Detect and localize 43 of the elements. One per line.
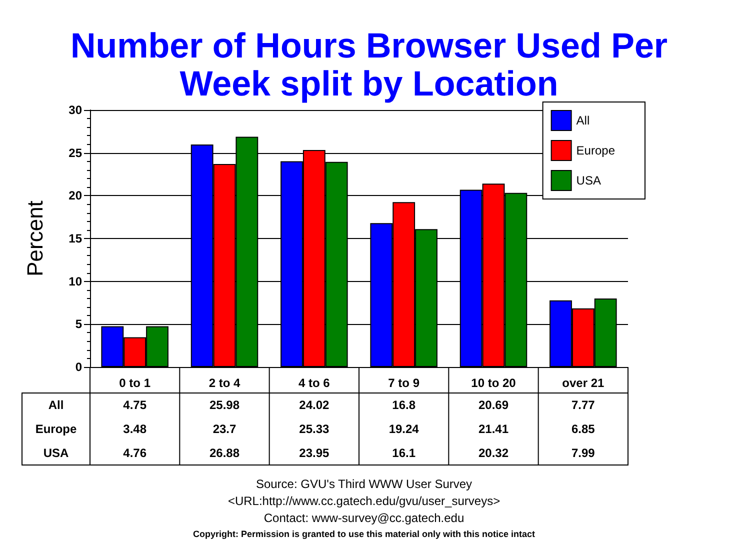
legend-label: All bbox=[576, 114, 590, 128]
text: Europe bbox=[35, 422, 77, 436]
data-label: 26.88 bbox=[209, 446, 240, 460]
y-tick-label: 15 bbox=[68, 232, 82, 246]
text: All bbox=[48, 398, 64, 412]
data-label: 16.1 bbox=[392, 446, 416, 460]
text: <URL:http://www.cc.gatech.edu/gvu/user_surveys> bbox=[228, 494, 500, 508]
y-tick-label: 25 bbox=[68, 146, 82, 160]
data-label: 24.02 bbox=[299, 398, 330, 412]
data-label: 4.76 bbox=[123, 446, 147, 460]
x-tick-label: 2 to 4 bbox=[208, 376, 240, 390]
data-label: 20.69 bbox=[478, 398, 509, 412]
data-label: 7.77 bbox=[571, 398, 596, 412]
x-tick-label: 4 to 6 bbox=[298, 376, 330, 390]
x-tick-label: 0 to 1 bbox=[119, 376, 151, 390]
y-tick-label: 20 bbox=[68, 188, 82, 203]
data-label: 25.33 bbox=[299, 422, 330, 436]
chart-title: Number of Hours Browser Used Per Week split by Location bbox=[70, 26, 668, 104]
data-label: 23.95 bbox=[299, 446, 330, 460]
y-tick-label: 10 bbox=[68, 274, 82, 288]
y-tick-label: 30 bbox=[68, 103, 82, 117]
text: Contact: www-survey@cc.gatech.edu bbox=[264, 511, 464, 525]
x-tick-label: 7 to 9 bbox=[388, 376, 420, 390]
data-label: 20.32 bbox=[478, 446, 509, 460]
text: Copyright: Permission is granted to use this material only with this notice intact bbox=[192, 529, 536, 539]
data-label: 25.98 bbox=[209, 398, 240, 412]
data-label: 3.48 bbox=[123, 422, 147, 436]
x-tick-label: 10 to 20 bbox=[471, 376, 516, 390]
data-label: 7.99 bbox=[571, 446, 596, 460]
data-label: 19.24 bbox=[388, 422, 420, 436]
x-tick-label: over 21 bbox=[562, 376, 605, 390]
data-label: 4.75 bbox=[123, 398, 147, 412]
text: USA bbox=[43, 446, 69, 460]
data-label: 23.7 bbox=[212, 422, 236, 436]
legend-label: Europe bbox=[576, 144, 616, 158]
legend-label: USA bbox=[576, 174, 601, 188]
data-label: 6.85 bbox=[571, 422, 596, 436]
y-axis-title: Percent bbox=[22, 200, 48, 276]
y-tick-label: 0 bbox=[75, 360, 82, 374]
data-label: 21.41 bbox=[478, 422, 509, 436]
y-tick-label: 5 bbox=[75, 317, 82, 332]
data-label: 16.8 bbox=[392, 398, 416, 412]
source-note: Source: GVU's Third WWW User Survey bbox=[256, 477, 472, 491]
